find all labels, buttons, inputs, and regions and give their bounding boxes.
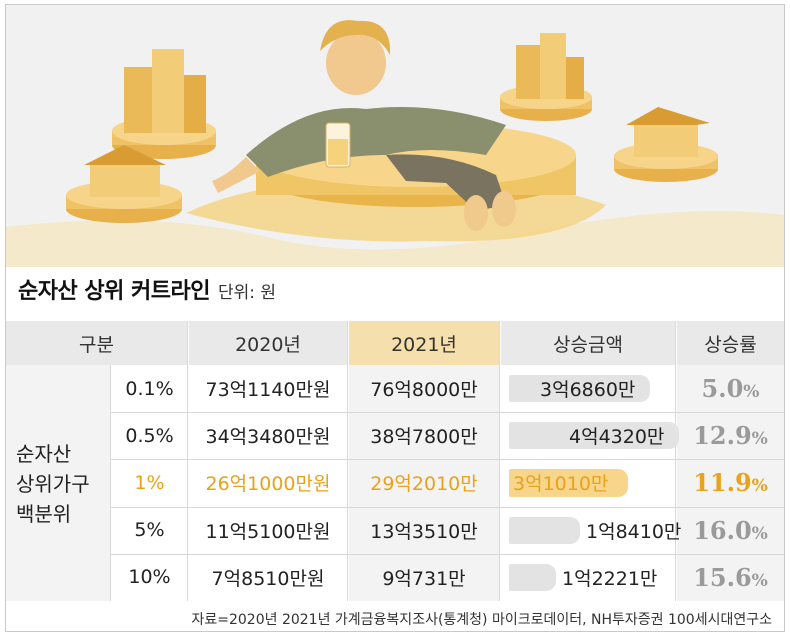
percentile-cell: 5%: [134, 519, 165, 542]
rate-number: 12.9: [693, 421, 752, 451]
infographic-frame: 순자산 상위 커트라인 단위: 원 구분 2020년 2021년 상승금액 상승…: [5, 4, 785, 632]
header-rate: 상승률: [677, 321, 784, 365]
group-label-bg: [6, 365, 110, 601]
group-label-line-1: 순자산: [16, 442, 72, 466]
increase-bar: [509, 469, 628, 497]
title-row: 순자산 상위 커트라인 단위: 원: [18, 273, 276, 313]
value-2020-cell: 26억1000만원: [205, 473, 331, 496]
unit-label: 단위: 원: [217, 283, 277, 303]
value-2020-cell: 11억5100만원: [205, 520, 331, 543]
row-divider: [110, 459, 784, 461]
row-divider: [110, 506, 784, 508]
increase-label: 3억1010만: [513, 473, 609, 496]
rate-cell: 11.9%: [677, 468, 784, 497]
percentile-cell: 1%: [134, 471, 165, 494]
column-divider: [675, 321, 676, 601]
row-divider: [110, 553, 784, 555]
rate-number: 16.0: [693, 515, 752, 545]
group-label-line-2: 상위가구: [16, 472, 90, 496]
increase-bar: [509, 422, 679, 450]
rate-number: 15.6: [693, 562, 752, 592]
column-divider: [499, 321, 500, 601]
rate-unit: %: [743, 382, 760, 402]
value-2020-cell: 34억3480만원: [205, 426, 331, 449]
group-label: 순자산 상위가구 백분위: [16, 439, 90, 529]
value-2021-cell: 9억731만: [382, 567, 466, 590]
value-2020-cell: 7억8510만원: [211, 567, 325, 590]
rate-cell: 16.0%: [677, 516, 784, 545]
percentile-cell: 0.5%: [125, 424, 174, 447]
group-label-line-3: 백분위: [16, 502, 72, 526]
rate-unit: %: [751, 429, 768, 450]
rate-column-bg: [677, 365, 784, 601]
header-2020: 2020년: [189, 321, 347, 365]
percentile-cell: 10%: [128, 566, 171, 589]
increase-label: 4억4320만: [569, 426, 665, 449]
rate-number: 5.0: [701, 374, 744, 403]
rate-cell: 5.0%: [677, 374, 784, 403]
increase-bar: [509, 516, 580, 544]
column-divider: [347, 321, 348, 601]
header-category: 구분: [6, 321, 187, 365]
increase-label: 1억8410만: [586, 520, 682, 543]
increase-bar: [509, 563, 556, 591]
chart-title: 순자산 상위 커트라인: [18, 279, 210, 304]
increase-bar: [509, 375, 650, 403]
value-2021-cell: 13억3510만: [370, 520, 478, 543]
rate-unit: %: [751, 476, 768, 497]
header-2021: 2021년: [349, 321, 499, 365]
header-increase: 상승금액: [501, 321, 675, 365]
value-2021-cell: 29억2010만: [370, 473, 478, 496]
value-2021-cell: 76억8000만: [370, 379, 478, 402]
relaxing-man-illustration: [6, 5, 784, 267]
column-divider: [110, 365, 111, 601]
percentile-cell: 0.1%: [125, 377, 174, 400]
rate-cell: 12.9%: [677, 421, 784, 450]
column-divider: [187, 321, 188, 601]
rate-unit: %: [751, 570, 768, 591]
data-table: 구분 2020년 2021년 상승금액 상승률 순자산 상위가구 백분위 0.1…: [6, 321, 784, 601]
value-2020-cell: 73억1140만원: [205, 379, 331, 402]
row-divider: [110, 412, 784, 414]
rate-number: 11.9: [693, 468, 752, 498]
rate-unit: %: [751, 523, 768, 544]
increase-label: 3억6860만: [540, 379, 636, 402]
column-2021-bg: [349, 365, 499, 601]
rate-cell: 15.6%: [677, 563, 784, 592]
source-note: 자료=2020년 2021년 가계금융복지조사(통계청) 마이크로데이터, NH…: [191, 612, 773, 628]
value-2021-cell: 38억7800만: [370, 426, 478, 449]
increase-label: 1억2221만: [562, 567, 658, 590]
